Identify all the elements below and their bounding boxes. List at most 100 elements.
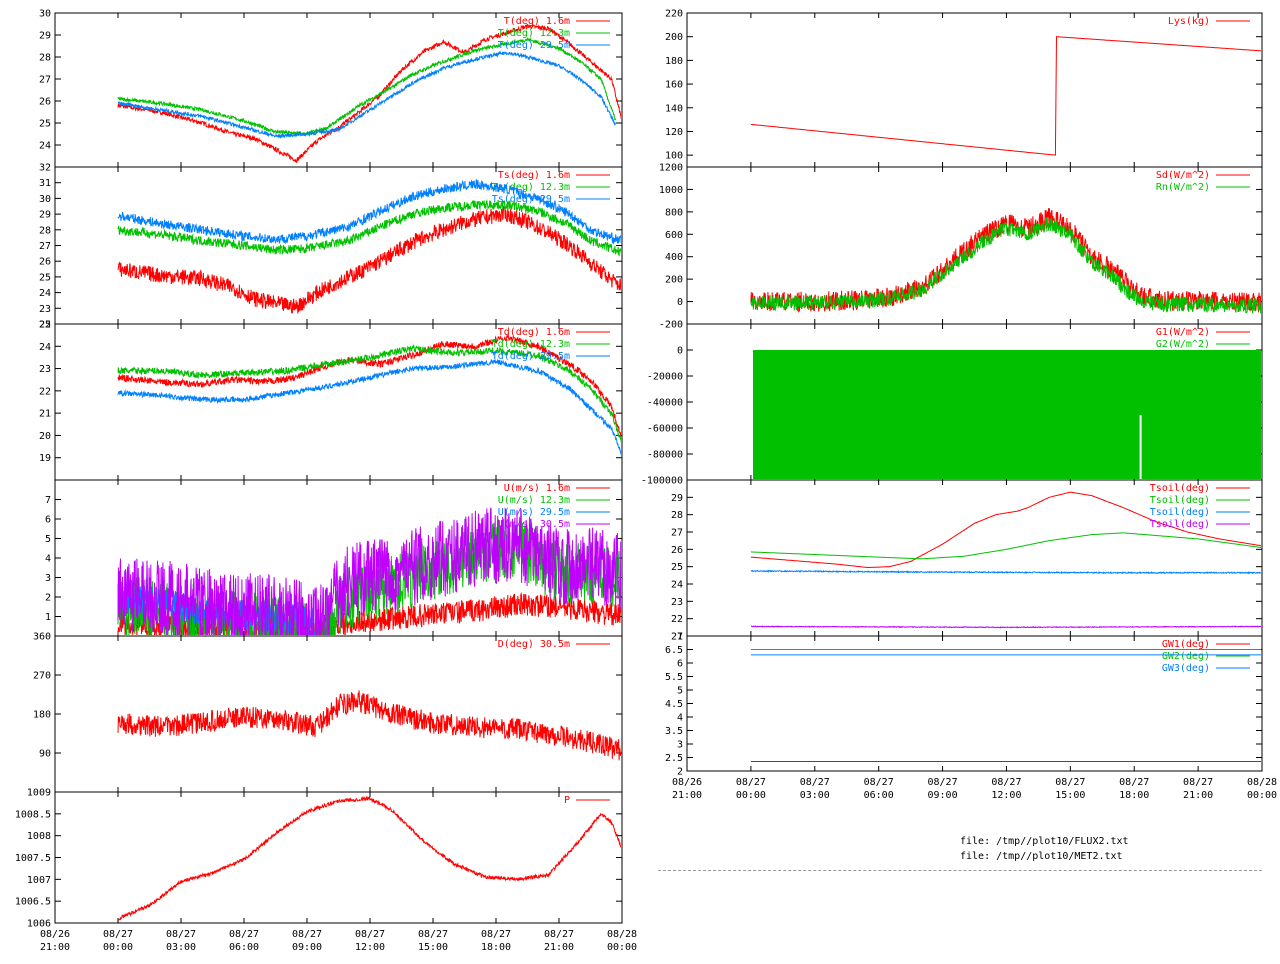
xtick-time-label: 15:00	[1055, 790, 1085, 801]
xtick-time-label: 09:00	[928, 790, 958, 801]
ytick-label: 24	[39, 141, 51, 152]
legend-label: GW2(deg)	[1162, 651, 1210, 662]
ytick-label: 4	[677, 713, 683, 724]
ytick-label: 4.5	[665, 699, 683, 710]
xtick-date-label: 08/27	[800, 777, 830, 788]
xtick-time-label: 03:00	[166, 942, 196, 953]
ytick-label: 28	[671, 510, 683, 521]
ytick-label: 23	[39, 304, 51, 315]
ytick-label: 28	[39, 225, 51, 236]
ytick-label: 0	[677, 297, 683, 308]
ytick-label: 400	[665, 252, 683, 263]
xtick-date-label: 08/27	[544, 929, 574, 940]
series-line	[117, 50, 617, 139]
legend-label: Td(deg) 1.6m	[498, 327, 570, 338]
ytick-label: 22	[39, 320, 51, 331]
ytick-label: 3	[677, 740, 683, 751]
ytick-label: 600	[665, 230, 683, 241]
ytick-label: 2	[677, 767, 683, 778]
ytick-label: 26	[39, 257, 51, 268]
file-label-met: file: /tmp//plot10/MET2.txt	[960, 851, 1123, 862]
ytick-label: 28	[39, 53, 51, 64]
xtick-date-label: 08/27	[292, 929, 322, 940]
xtick-time-label: 09:00	[292, 942, 322, 953]
xtick-time-label: 00:00	[103, 942, 133, 953]
separator-line	[658, 870, 1262, 871]
ytick-label: 26	[39, 97, 51, 108]
ytick-label: 25	[39, 272, 51, 283]
ytick-label: 27	[39, 75, 51, 86]
xtick-time-label: 12:00	[355, 942, 385, 953]
xtick-time-label: 00:00	[736, 790, 766, 801]
ytick-label: 26	[671, 545, 683, 556]
ytick-label: 180	[33, 710, 51, 721]
xtick-time-label: 21:00	[544, 942, 574, 953]
ytick-label: 2.5	[665, 753, 683, 764]
ytick-label: 31	[39, 178, 51, 189]
legend-label: Tsoil(deg)	[1150, 495, 1210, 506]
legend-label: Tsoil(deg)	[1150, 483, 1210, 494]
series-line	[117, 22, 621, 164]
series-line	[117, 178, 621, 245]
ytick-label: 24	[39, 342, 51, 353]
ytick-label: 1000	[659, 185, 683, 196]
ytick-label: 29	[39, 31, 51, 42]
ytick-label: 6	[45, 515, 51, 526]
ytick-label: 220	[665, 9, 683, 20]
ytick-label: 140	[665, 103, 683, 114]
xtick-time-label: 00:00	[607, 942, 637, 953]
ytick-label: 19	[39, 453, 51, 464]
legend-label: T(deg) 29.5m	[498, 40, 570, 51]
xtick-date-label: 08/27	[418, 929, 448, 940]
series-line	[117, 795, 621, 921]
ytick-label: 22	[671, 614, 683, 625]
ytick-label: 21	[39, 409, 51, 420]
legend-label: Tsoil(deg)	[1150, 507, 1210, 518]
ytick-label: 5.5	[665, 672, 683, 683]
xtick-time-label: 21:00	[1183, 790, 1213, 801]
xtick-date-label: 08/27	[229, 929, 259, 940]
ytick-label: 160	[665, 80, 683, 91]
series-line	[750, 36, 1261, 156]
legend-label: Tsoil(deg)	[1150, 519, 1210, 530]
legend-label: P	[564, 795, 570, 806]
series-line	[117, 198, 621, 257]
ytick-label: -200	[659, 320, 683, 331]
legend-label: G2(W/m^2)	[1156, 339, 1210, 350]
xtick-date-label: 08/27	[481, 929, 511, 940]
plot-frame	[686, 12, 1263, 168]
ytick-label: 1006	[27, 919, 51, 930]
xtick-date-label: 08/27	[355, 929, 385, 940]
xtick-date-label: 08/26	[40, 929, 70, 940]
xtick-date-label: 08/26	[672, 777, 702, 788]
legend-label: GW3(deg)	[1162, 663, 1210, 674]
xtick-time-label: 03:00	[800, 790, 830, 801]
legend-label: T(deg) 1.6m	[504, 16, 570, 27]
ytick-label: 30	[39, 9, 51, 20]
ytick-label: 25	[39, 119, 51, 130]
xtick-date-label: 08/27	[1055, 777, 1085, 788]
ytick-label: 1009	[27, 788, 51, 799]
ytick-label: 30	[39, 194, 51, 205]
series-line	[117, 507, 621, 635]
xtick-time-label: 21:00	[40, 942, 70, 953]
legend-label: Ts(deg) 1.6m	[498, 170, 570, 181]
ytick-label: -20000	[647, 372, 683, 383]
legend-label: Lys(kg)	[1168, 16, 1210, 27]
xtick-time-label: 15:00	[418, 942, 448, 953]
legend-label: Td(deg) 29.5m	[492, 351, 570, 362]
xtick-date-label: 08/27	[928, 777, 958, 788]
legend-label: Rn(W/m^2)	[1156, 182, 1210, 193]
xtick-time-label: 21:00	[672, 790, 702, 801]
file-label-flux: file: /tmp//plot10/FLUX2.txt	[960, 836, 1129, 847]
legend-label: U(m/s) 12.3m	[498, 495, 570, 506]
ytick-label: 100	[665, 151, 683, 162]
legend-label: Ts(deg) 12.3m	[492, 182, 570, 193]
ytick-label: 1008	[27, 831, 51, 842]
plot-frame	[54, 791, 623, 924]
series-line	[750, 217, 1261, 314]
ytick-label: 1006.5	[15, 897, 51, 908]
xtick-time-label: 18:00	[1119, 790, 1149, 801]
